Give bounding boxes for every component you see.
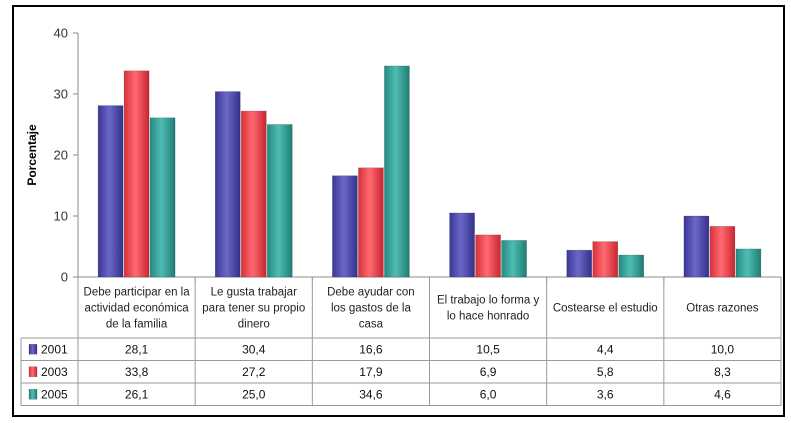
bar-2005-cat-5 [618,254,645,278]
table-cell-value: 34,6 [359,387,383,401]
y-tick-label: 20 [54,148,68,163]
table-cell-value: 33,8 [125,365,149,379]
bar-2001-cat-6 [683,215,710,278]
table-cell-value: 4,6 [714,387,731,401]
bar-2001-cat-5 [566,249,593,278]
bar-2005-cat-4 [501,240,527,278]
category-label: para tener su propio [202,303,305,315]
table-cell-value: 3,6 [597,387,614,401]
data-table: Debe participar en la actividad económica… [20,277,782,406]
table-cell-value: 27,2 [242,365,266,379]
table-cell-value: 28,1 [125,342,149,356]
bar-2001-cat-2 [214,91,241,278]
bars [97,65,762,278]
y-tick-label: 30 [54,87,68,102]
legend-label-2005: 2005 [41,387,68,401]
bar-2005-cat-6 [735,248,762,278]
category-label: casa [359,319,384,331]
category-label: los gastos de la [331,303,412,315]
bar-2003-cat-2 [240,110,267,278]
category-label: de la familia [106,319,168,331]
category-label: Costearse el estudio [553,303,658,315]
table-cell-value: 25,0 [242,387,266,401]
table-cell-value: 5,8 [597,365,614,379]
table-cell-value: 6,0 [480,387,497,401]
table-cell-value: 26,1 [125,387,149,401]
bar-2003-cat-1 [123,70,150,278]
bar-2003-cat-5 [592,241,619,278]
bar-2003-cat-4 [475,234,501,278]
bar-2005-cat-2 [266,124,293,278]
legend-swatch-2001 [28,344,38,355]
category-label: Otras razones [686,303,758,315]
table-cell-value: 17,9 [359,365,383,379]
table-cell-value: 16,6 [359,342,383,356]
y-tick-label: 10 [54,209,68,224]
category-label: Debe participar en la [84,287,191,299]
y-tick-label: 0 [61,270,68,285]
table-cell-value: 6,9 [480,365,497,379]
legend-swatch-2005 [28,389,38,400]
table-cell-value: 10,0 [711,342,735,356]
table-cell-value: 10,5 [476,342,500,356]
bar-2001-cat-3 [332,175,358,278]
bar-2003-cat-6 [709,226,736,278]
category-label: lo hace honrado [447,311,529,323]
table-cell-value: 8,3 [714,365,731,379]
category-label: Debe ayudar con [327,287,415,299]
category-label: Le gusta trabajar [211,287,297,299]
legend-swatch-2003 [28,366,38,377]
bar-2003-cat-3 [358,167,384,278]
category-label: actividad económica [84,303,189,315]
table-cell-value: 4,4 [597,342,614,356]
bar-2001-cat-4 [449,212,475,278]
bar-2005-cat-3 [384,65,410,278]
category-label: El trabajo lo forma y [437,295,540,307]
y-tick-label: 40 [54,26,68,41]
category-label: dinero [238,319,270,331]
bar-2001-cat-1 [97,105,124,278]
legend-label-2001: 2001 [41,342,68,356]
bar-2005-cat-1 [149,117,176,278]
legend-label-2003: 2003 [41,365,68,379]
y-axis-label: Porcentaje [25,124,39,186]
table-cell-value: 30,4 [242,342,266,356]
